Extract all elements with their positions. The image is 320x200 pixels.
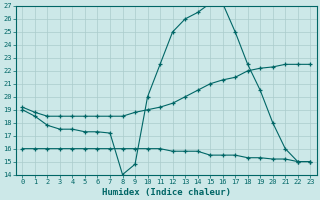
X-axis label: Humidex (Indice chaleur): Humidex (Indice chaleur) xyxy=(102,188,231,197)
